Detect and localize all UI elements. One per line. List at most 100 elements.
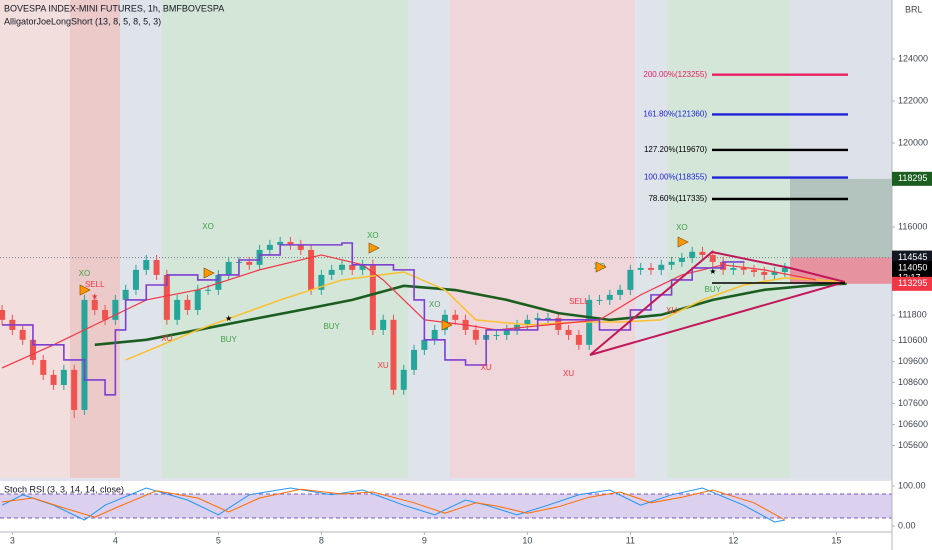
x-tick-label: 4 <box>113 535 118 545</box>
candle-body <box>421 339 428 350</box>
candle-body <box>637 267 644 270</box>
candle-body <box>246 261 253 265</box>
candle-body <box>287 241 294 245</box>
candle-body <box>689 251 696 258</box>
y-tick-label: 106600 <box>898 419 928 429</box>
x-tick-label: 12 <box>728 535 738 545</box>
fib-label: 161.80%(121360) <box>643 110 707 119</box>
y-tick-label: 111800 <box>898 310 927 320</box>
session-band <box>450 0 635 478</box>
x-tick-label: 3 <box>10 535 15 545</box>
triangle-pattern <box>589 250 846 356</box>
candle-body <box>266 244 273 250</box>
candle-body <box>524 319 531 325</box>
candle-body <box>658 264 665 270</box>
signal-label: ★ <box>225 314 232 323</box>
candle-body <box>50 374 57 385</box>
stoch-title: Stoch RSI (3, 3, 14, 14, close) <box>4 484 124 494</box>
candle-body <box>102 309 109 320</box>
candle-body <box>369 264 376 330</box>
session-band <box>162 0 408 478</box>
candle-body <box>534 317 541 320</box>
candle-body <box>400 369 407 390</box>
candle-body <box>431 329 438 340</box>
candle-body <box>472 329 479 340</box>
candle-body <box>194 289 201 310</box>
candle-body <box>750 269 757 272</box>
signal-label: BUY <box>323 322 340 331</box>
candle-body <box>668 261 675 265</box>
y-tick-label: 105600 <box>898 440 928 450</box>
x-tick-label: 5 <box>216 535 221 545</box>
stoch-line <box>1 488 786 521</box>
pattern-line <box>589 250 846 356</box>
candle-body <box>122 289 129 300</box>
candle-body <box>411 349 418 370</box>
signal-label: XO <box>429 300 441 309</box>
y-tick-label: 124000 <box>898 53 928 63</box>
signal-label: XU <box>378 361 389 370</box>
x-tick-label: 15 <box>831 535 841 545</box>
icon <box>203 267 215 279</box>
x-tick-label: 11 <box>626 535 635 545</box>
signal-label: BUY <box>705 285 722 294</box>
price-tag-label: 113295 <box>898 278 927 288</box>
overlay-line <box>2 242 745 396</box>
indicator-label: AlligatorJoeLongShort (13, 8, 5, 8, 5, 3… <box>4 16 161 26</box>
candle-body <box>771 271 778 275</box>
candle-body <box>544 317 551 319</box>
axes: 124000 122000 120000 116000 111800 110600 1096… <box>10 53 932 545</box>
candle-body <box>112 299 119 320</box>
candle-body <box>740 267 747 270</box>
signal-label: SELL <box>569 297 589 306</box>
candle-body <box>328 269 335 275</box>
y-tick-label: 120000 <box>898 137 928 147</box>
y-tick-label: 108600 <box>898 377 928 387</box>
overlay-line <box>94 282 847 347</box>
signal-label: SELL <box>85 280 105 289</box>
session-band <box>120 0 162 478</box>
candle-body <box>359 264 366 270</box>
candle-body <box>132 269 139 290</box>
candle-body <box>575 334 582 345</box>
signal-label: ★ <box>709 267 716 276</box>
candle-body <box>349 264 356 270</box>
candle-body <box>29 339 36 360</box>
signal-label: XU <box>666 306 677 315</box>
candle-body <box>380 319 387 330</box>
price-tag-label: 114545 <box>898 252 927 262</box>
y-tick-label: 109600 <box>898 356 928 366</box>
signal-label: BUY <box>220 335 237 344</box>
x-tick-label: 9 <box>422 535 427 545</box>
candle-body <box>730 267 737 270</box>
candle-body <box>205 289 212 291</box>
icon <box>441 319 453 331</box>
candle-body <box>493 334 500 336</box>
candle-body <box>627 269 634 290</box>
candle-body <box>318 274 325 290</box>
candle-body <box>81 299 88 410</box>
target-zone <box>790 178 892 258</box>
candle-body <box>761 271 768 275</box>
signal-label: XU <box>563 369 574 378</box>
session-band <box>70 0 120 478</box>
candle-body <box>153 260 160 275</box>
candle-body <box>308 249 315 290</box>
session-band <box>408 0 450 478</box>
session-band <box>790 0 892 478</box>
candle-body <box>225 261 232 275</box>
session-band <box>0 0 70 478</box>
session-bands <box>0 0 892 478</box>
icon <box>677 236 689 248</box>
y-tick-label: 116000 <box>898 221 927 231</box>
candle-body <box>174 299 181 320</box>
fib-label: 200.00%(123255) <box>643 70 707 79</box>
signal-label: XO <box>79 269 91 278</box>
price-tag-label: 114050 <box>898 262 927 272</box>
candle-body <box>390 319 397 390</box>
price-pane: 200.00%(123255) 161.80%(121360) 127.20%(11… <box>0 70 892 419</box>
candle-body <box>71 369 78 410</box>
candle-body <box>184 299 191 310</box>
candle-body <box>19 329 26 340</box>
candle-body <box>163 274 170 320</box>
